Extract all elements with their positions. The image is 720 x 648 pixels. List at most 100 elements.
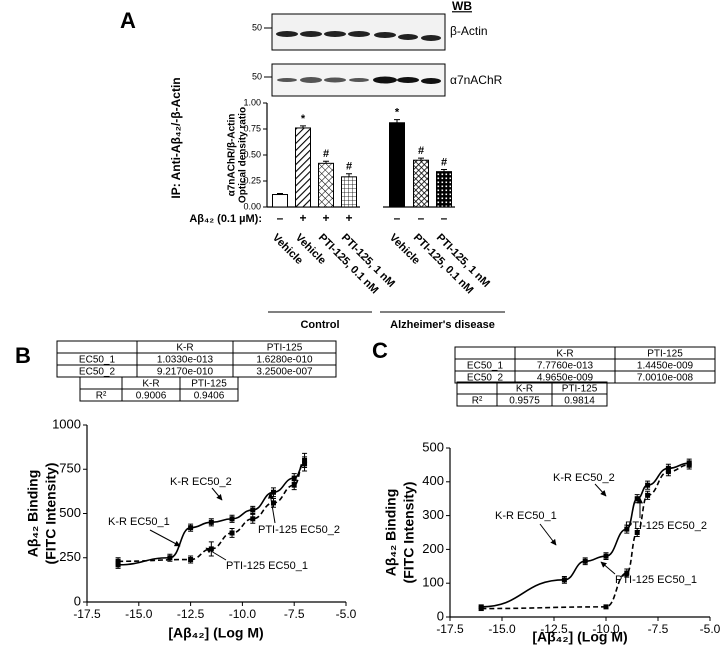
annotation-arrow: [149, 529, 181, 547]
table-cell: EC50_2: [467, 373, 504, 384]
data-point: [478, 606, 484, 612]
table-cell: 1.6280e-010: [256, 355, 313, 366]
error-bar: [300, 125, 306, 128]
outer-label: IP: Anti-Aβ₄₂/-β-Actin: [169, 77, 183, 198]
table-cell: 0.9575: [509, 396, 540, 407]
y-tick-label: 250: [59, 549, 81, 564]
x-tick-label: -5.0: [700, 622, 720, 636]
data-point: [561, 577, 567, 583]
data-point: [270, 500, 276, 506]
data-point: [302, 457, 308, 463]
x-tick-label: -12.5: [177, 607, 205, 621]
x-tick-label: -15.0: [488, 622, 516, 636]
annotation: K-R EC50_1: [495, 510, 557, 522]
bar: [413, 159, 429, 208]
treatment-sign: –: [441, 211, 448, 225]
x-axis-label: [Aβ₄₂] (Log M): [168, 625, 263, 641]
y-tick-label: 750: [59, 461, 81, 476]
y-tick-label: 1000: [52, 416, 81, 431]
table-header: PTI-125: [191, 379, 227, 390]
y-tick-label: 300: [422, 507, 444, 522]
y-axis-label: α7nAChR/β-Actin: [227, 114, 238, 197]
data-point: [645, 482, 651, 488]
data-point: [291, 475, 297, 481]
table-cell: 1.0330e-013: [157, 355, 214, 366]
annotation-arrow: [594, 483, 607, 497]
table-header: PTI-125: [647, 349, 683, 360]
x-tick-label: -17.5: [436, 622, 464, 636]
x-tick-label: -15.0: [125, 607, 153, 621]
data-point: [250, 507, 256, 513]
table-header: K-R: [516, 384, 533, 395]
table-cell: 0.9006: [136, 391, 167, 402]
treatment-sign: –: [418, 211, 425, 225]
table-cell: EC50_1: [467, 361, 504, 372]
blot-marker: 50: [252, 22, 262, 32]
data-point: [167, 555, 173, 561]
treatment-sign: –: [277, 211, 284, 225]
data-point: [229, 516, 235, 522]
bar: [272, 194, 288, 208]
annotation: K-R EC50_2: [553, 472, 615, 484]
x-tick-label: -5.0: [336, 607, 357, 621]
data-point: [270, 489, 276, 495]
data-point: [229, 530, 235, 536]
y-axis-label: Aβ₄₂ Binding: [25, 470, 41, 558]
data-point: [291, 482, 297, 488]
annotation: PTI-125 EC50_2: [258, 524, 340, 536]
bar: [318, 162, 334, 208]
significance-mark: #: [346, 161, 352, 173]
data-point: [208, 519, 214, 525]
annotation-arrow: [205, 547, 227, 561]
table-header: PTI-125: [267, 343, 303, 354]
table-cell: 0.9406: [194, 391, 225, 402]
x-tick-label: -12.5: [540, 622, 568, 636]
y-tick-label: 0.50: [243, 149, 261, 159]
table-cell: 1.4450e-009: [637, 361, 694, 372]
significance-mark: #: [418, 145, 424, 157]
annotation-arrow: [600, 561, 616, 575]
data-point: [603, 604, 609, 610]
treatment-sign: +: [322, 211, 329, 225]
table-cell: 4.9650e-009: [537, 373, 594, 384]
blot-marker: 50: [252, 71, 262, 81]
error-bar: [394, 119, 400, 123]
y-tick-label: 500: [422, 439, 444, 454]
table-frame: [454, 346, 716, 384]
bar: [341, 176, 357, 208]
table-cell: 7.7760e-013: [537, 361, 594, 372]
annotation: K-R EC50_2: [170, 476, 232, 488]
x-tick-label: -7.5: [648, 622, 669, 636]
error-bar: [418, 157, 424, 161]
x-tick-label: -17.5: [73, 607, 101, 621]
x-tick-label: -10.0: [229, 607, 257, 621]
annotation: PTI-125 EC50_1: [615, 574, 697, 586]
table-cell: 7.0010e-008: [637, 373, 694, 384]
group-label: Alzheimer's disease: [390, 319, 495, 331]
annotation-arrow: [267, 492, 276, 524]
data-point: [665, 469, 671, 475]
data-point: [624, 570, 630, 576]
x-axis-label: [Aβ₄₂] (Log M): [532, 629, 627, 645]
table-cell: R²: [472, 396, 483, 407]
data-point: [686, 462, 692, 468]
x-tick-label: -10.0: [592, 622, 620, 636]
y-tick-label: 0: [437, 608, 444, 623]
annotation: PTI-125 EC50_1: [226, 560, 308, 572]
y-tick-label: 500: [59, 505, 81, 520]
data-point: [645, 492, 651, 498]
blot-name: α7nAChR: [450, 73, 503, 87]
blot-label: WB: [452, 0, 472, 13]
table-cell: 3.2500e-007: [256, 367, 313, 378]
data-point: [582, 558, 588, 564]
error-bar: [277, 192, 283, 195]
error-bar: [346, 173, 352, 177]
panel-label: B: [15, 343, 31, 368]
fit-line: [481, 464, 690, 610]
bar: [295, 127, 311, 208]
data-point: [115, 558, 121, 564]
y-axis-label: (FITC Intensity): [401, 482, 417, 584]
treatment-sign: –: [394, 211, 401, 225]
annotation: PTI-125 EC50_2: [625, 520, 707, 532]
data-point: [634, 530, 640, 535]
